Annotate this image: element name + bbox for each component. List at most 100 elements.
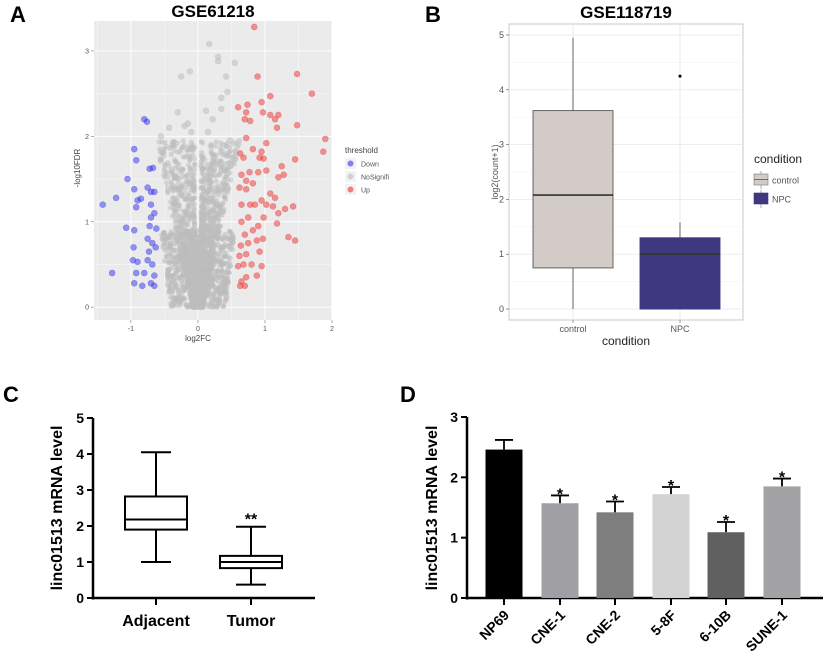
panel-a-point-nosignifi [215,241,221,248]
panel-a-point-nosignifi [207,173,214,180]
panel-a-point-down [147,201,155,208]
panel-a-point-down [138,282,146,290]
panel-a-point-nosignifi [219,151,226,158]
panel-a-point-nosignifi [201,219,207,225]
panel-a-point-up [244,101,251,109]
panel-a-point-nosignifi [166,235,172,241]
panel-d-x-tick-label: 5-8F [647,606,679,638]
panel-a-point-nosignifi [169,213,176,219]
panel-a-point-nosignifi [221,254,227,260]
panel-a-point-nosignifi [186,303,192,309]
panel-a-point-nosignifi [200,171,207,177]
panel-a-point-nosignifi [183,173,189,179]
panel-a-point-nosignifi [180,166,186,172]
panel-a-point-nosignifi [218,105,225,113]
panel-a-point-nosignifi [199,283,205,289]
panel-a-point-nosignifi [220,237,226,243]
panel-a-point-nosignifi [180,215,186,222]
panel-a-point-nosignifi [182,272,188,278]
panel-a-point-nosignifi [207,218,213,224]
panel-a-legend-entry: NoSignifi [361,175,389,182]
panel-a-point-nosignifi [186,260,192,266]
panel-c-x-tick-label: Adjacent [122,613,190,630]
panel-a-point-down [122,224,130,232]
panel-a-point-nosignifi [185,203,191,209]
panel-a-point-nosignifi [201,239,207,245]
panel-a-point-up [244,239,252,247]
panel-a-point-nosignifi [169,289,175,295]
panel-a-point-nosignifi [223,182,229,188]
panel-a-point-down [153,225,160,232]
panel-a-y-tick-label: 2 [85,134,89,141]
panel-a-point-down [130,145,138,153]
panel-a-point-nosignifi [206,227,212,233]
panel-a-point-up [285,233,292,241]
panel-a-point-nosignifi [232,148,238,154]
panel-a-point-nosignifi [170,138,176,145]
panel-a-point-nosignifi [191,161,198,167]
panel-a-point-nosignifi [220,280,227,287]
panel-a-point-nosignifi [209,275,215,281]
panel-a-legend-entry: Down [361,162,379,169]
panel-a-point-nosignifi [183,222,189,228]
panel-a-point-up [248,261,255,268]
panel-a-point-nosignifi [169,285,175,292]
panel-a-point-nosignifi [172,219,178,225]
panel-a-point-nosignifi [189,147,196,153]
panel-b-title: GSE118719 [580,3,672,22]
panel-a-point-nosignifi [165,174,171,180]
panel-a-point-nosignifi [229,235,236,241]
panel-a-point-nosignifi [231,161,237,167]
panel-a-point-nosignifi [215,286,221,292]
panel-a-point-up [275,174,282,181]
panel-a-point-nosignifi [180,295,186,301]
panel-a-point-nosignifi [216,223,223,230]
panel-a-point-down [151,188,158,196]
panel-a-point-nosignifi [218,271,224,277]
panel-a-point-nosignifi [180,144,186,151]
panel-a-point-down [149,239,156,247]
panel-a-point-nosignifi [230,155,236,161]
panel-d-bar-5-8f [652,494,690,598]
panel-a-point-down [151,272,158,279]
panel-a-point-nosignifi [208,243,214,249]
panel-b-legend-title: condition [754,152,802,166]
panel-a-point-nosignifi [172,196,179,202]
panel-a-point-nosignifi [224,285,230,291]
panel-a-point-up [242,250,250,258]
panel-a-legend: threshold Down NoSignifi Up [345,146,389,195]
panel-d-bar-cne-1 [541,503,579,598]
panel-d-bar-6-10b [707,532,745,598]
panel-a-point-nosignifi [177,73,185,80]
panel-a-point-nosignifi [156,139,162,145]
panel-a-point-up [246,168,253,176]
panel-d-y-tick-label: 0 [450,590,458,606]
panel-a-point-nosignifi [198,294,204,300]
panel-a-point-nosignifi [164,282,171,288]
panel-a-point-nosignifi [157,158,163,164]
panel-a-point-up [253,237,261,244]
panel-a-point-up [238,201,245,208]
panel-a-point-up [269,203,277,210]
panel-a-point-nosignifi [162,139,168,145]
panel-a-point-nosignifi [200,140,206,146]
panel-a-point-nosignifi [172,143,178,149]
panel-a-point-nosignifi [163,180,169,186]
panel-a-point-nosignifi [218,94,225,102]
panel-a-point-nosignifi [186,270,192,276]
panel-a-point-up [253,272,261,279]
panel-a-point-nosignifi [195,287,201,293]
panel-a-point-up [234,103,242,111]
panel-a-point-nosignifi [180,241,186,247]
panel-a-point-down [132,269,140,277]
panel-a-point-up [242,109,250,116]
panel-a-point-nosignifi [204,189,210,195]
panel-a-point-nosignifi [209,161,215,167]
panel-a-point-nosignifi [171,202,177,208]
panel-a-point-nosignifi [183,251,189,258]
panel-a-point-nosignifi [176,258,182,264]
panel-a-point-down [108,269,116,277]
panel-a-point-up [289,203,297,210]
panel-a-point-nosignifi [183,230,189,236]
